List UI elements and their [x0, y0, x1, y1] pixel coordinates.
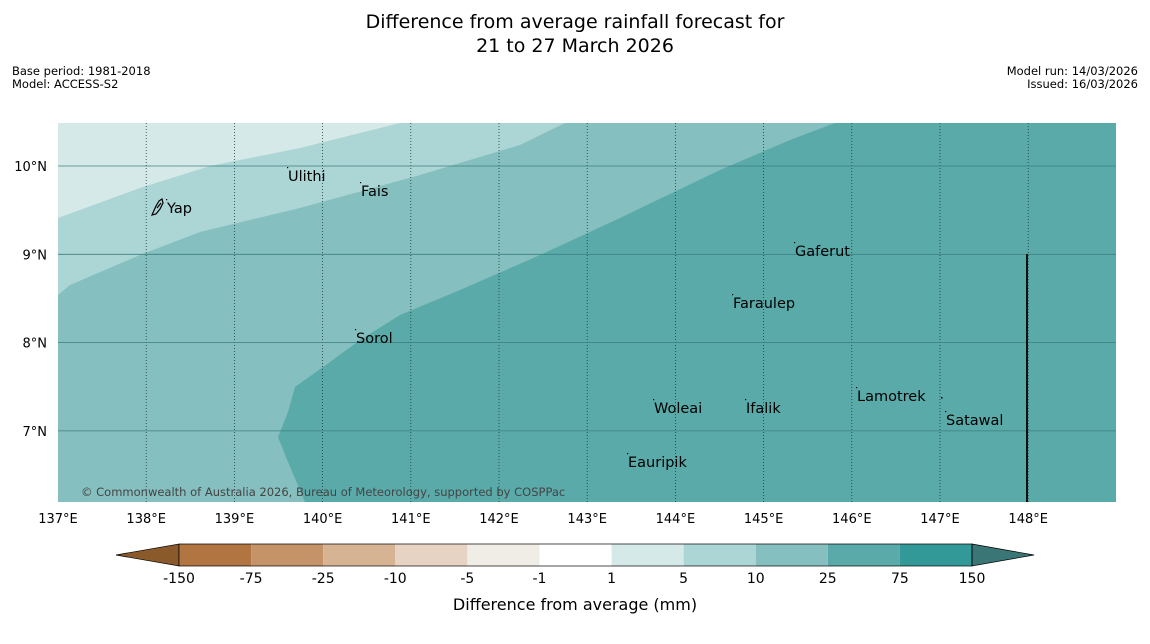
longitude-label: 148°E — [1008, 512, 1048, 527]
colorbar-frame — [178, 543, 973, 567]
longitude-label: 140°E — [303, 512, 343, 527]
longitude-labels: 137°E 138°E 139°E 140°E 141°E 142°E 143°E 144°E… — [38, 512, 1048, 527]
longitude-label: 144°E — [656, 512, 696, 527]
colorbar-segment — [683, 544, 756, 566]
copyright-text: © Commonwealth of Australia 2026, Bureau… — [81, 485, 565, 499]
longitude-label: 145°E — [744, 512, 784, 527]
colorbar-tick-label: -150 — [163, 571, 195, 587]
yap-island-outline — [150, 198, 164, 216]
longitude-label: 138°E — [126, 512, 166, 527]
island-marker — [627, 453, 629, 455]
colorbar-tick-label: 1 — [607, 571, 616, 587]
place-label: Lamotrek — [857, 389, 926, 405]
colorbar-tick-label: -1 — [532, 571, 546, 587]
island-marker — [287, 167, 289, 169]
longitude-label: 137°E — [38, 512, 78, 527]
island-marker — [653, 399, 655, 401]
colorbar-tick-label: -5 — [460, 571, 474, 587]
colorbar-tick-label: -10 — [384, 571, 407, 587]
island-marker — [945, 411, 947, 413]
model-run-text: Model run: 14/03/2026 — [1006, 64, 1138, 78]
colorbar-segment — [755, 544, 828, 566]
colorbar-tick-label: 5 — [679, 571, 688, 587]
graticule — [58, 123, 1116, 502]
base-period-text: Base period: 1981-2018 — [12, 64, 151, 78]
longitude-label: 143°E — [567, 512, 607, 527]
colorbar-segment — [467, 544, 540, 566]
island-marker — [794, 242, 796, 244]
place-label: Fais — [361, 184, 388, 200]
colorbar-segment — [179, 544, 252, 566]
latitude-label: 8°N — [23, 337, 48, 352]
colorbar-segment — [539, 544, 612, 566]
island-marker — [732, 294, 734, 296]
colorbar-tick-label: 75 — [891, 571, 909, 587]
metadata-right: Model run: 14/03/2026 Issued: 16/03/2026 — [1007, 65, 1138, 91]
latitude-label: 9°N — [23, 248, 48, 263]
colorbar-tick-label: -25 — [312, 571, 335, 587]
colorbar-extend-low — [115, 543, 180, 567]
metadata-left: Base period: 1981-2018 Model: ACCESS-S2 — [12, 65, 151, 91]
colorbar-segment — [395, 544, 468, 566]
model-text: Model: ACCESS-S2 — [12, 77, 119, 91]
latitude-label: 7°N — [23, 425, 48, 440]
colorbar-tick-labels: -150 -75 -25 -10 -5 -1 1 5 10 25 75 150 — [163, 571, 985, 587]
colorbar-segment — [611, 544, 684, 566]
island-marker — [856, 387, 858, 389]
place-label: Faraulep — [733, 296, 795, 312]
place-label: Ifalik — [746, 401, 781, 417]
colorbar — [115, 543, 1035, 567]
island-marker — [941, 397, 943, 399]
colorbar-tick-label: 25 — [819, 571, 837, 587]
colorbar-segment — [827, 544, 900, 566]
colorbar-segment — [899, 544, 972, 566]
title-line-1: Difference from average rainfall forecas… — [365, 11, 785, 33]
longitude-label: 146°E — [832, 512, 872, 527]
island-marker — [745, 399, 747, 401]
latitude-label: 10°N — [14, 160, 47, 175]
map-title: Difference from average rainfall forecas… — [0, 10, 1150, 58]
longitude-label: 141°E — [391, 512, 431, 527]
island-marker — [355, 329, 357, 331]
colorbar-tick-label: 150 — [959, 571, 986, 587]
longitude-label: 147°E — [920, 512, 960, 527]
contour-25-to-75 — [278, 123, 1116, 502]
island-marker — [166, 199, 168, 201]
longitude-label: 142°E — [479, 512, 519, 527]
place-label: Yap — [166, 201, 192, 217]
issued-text: Issued: 16/03/2026 — [1027, 77, 1138, 91]
place-label: Sorol — [356, 331, 393, 347]
colorbar-segment — [323, 544, 396, 566]
island-marker — [360, 182, 362, 184]
place-label: Woleai — [654, 401, 702, 417]
place-label: Gaferut — [795, 244, 850, 260]
colorbar-label: Difference from average (mm) — [453, 595, 697, 614]
title-line-2: 21 to 27 March 2026 — [476, 35, 674, 57]
latitude-labels: 10°N 9°N 8°N 7°N — [14, 160, 47, 440]
longitude-label: 139°E — [215, 512, 255, 527]
colorbar-segment — [251, 544, 324, 566]
place-label: Eauripik — [628, 455, 687, 471]
colorbar-tick-label: 10 — [747, 571, 765, 587]
colorbar-tick-label: -75 — [240, 571, 263, 587]
place-label: Ulithi — [288, 169, 326, 185]
place-labels: Yap Ulithi Fais Gaferut Faraulep Sorol Lamotre… — [166, 167, 1003, 471]
place-label: Satawal — [946, 413, 1003, 429]
colorbar-extend-high — [971, 543, 1035, 567]
